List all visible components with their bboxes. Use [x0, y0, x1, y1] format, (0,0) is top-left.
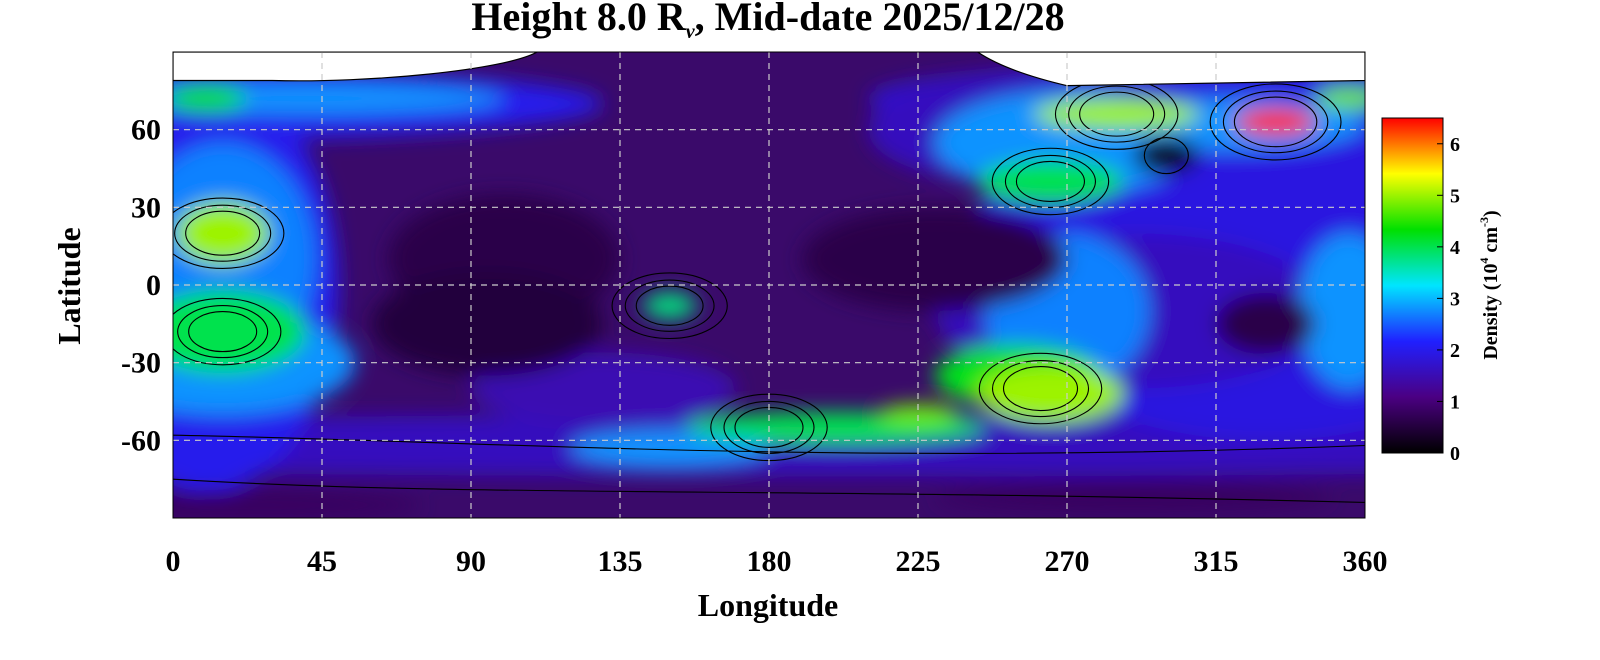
contour-line	[173, 478, 1365, 504]
density-region	[878, 404, 958, 425]
contour-line	[1143, 137, 1189, 175]
y-tick-label: 30	[131, 191, 161, 224]
x-axis-ticks: 0 45 90 135 180 225 270 315 360	[166, 545, 1388, 578]
colorbar-tick-label: 2	[1450, 340, 1460, 362]
contour-line	[635, 285, 704, 326]
title-suffix: , Mid-date 2025/12/28	[695, 0, 1065, 39]
y-tick-label: 60	[131, 114, 161, 147]
contour-line	[173, 297, 282, 366]
contour-line	[177, 305, 269, 359]
x-tick-label: 0	[166, 545, 181, 578]
density-region	[1298, 233, 1365, 389]
density-region	[173, 85, 246, 112]
plot-frame	[172, 51, 1366, 519]
colorbar-tick-label: 4	[1450, 237, 1460, 259]
contour-line	[1222, 90, 1329, 154]
y-tick-label: -30	[121, 347, 161, 380]
density-region	[371, 272, 604, 376]
contour-line	[1079, 91, 1155, 137]
contour-line	[1233, 96, 1318, 148]
x-tick-label: 45	[307, 545, 337, 578]
x-tick-label: 225	[896, 545, 941, 578]
x-tick-label: 270	[1045, 545, 1090, 578]
no-data-region-north-west	[173, 52, 538, 82]
x-tick-label: 315	[1194, 545, 1239, 578]
density-region	[1235, 108, 1316, 135]
colorbar-label: Density (104 cm-3)	[1477, 210, 1502, 359]
density-region	[173, 290, 306, 374]
colorbar-gradient	[1381, 117, 1444, 454]
contour-lines	[173, 78, 1365, 504]
x-axis-label: Longitude	[698, 587, 838, 623]
density-region	[1033, 98, 1200, 130]
title-prefix: Height 8.0 R	[471, 0, 687, 39]
colorbar-tick-label: 0	[1450, 443, 1460, 465]
contour-line	[188, 311, 258, 353]
contour-line	[1068, 85, 1166, 143]
contour-line	[611, 272, 728, 340]
contour-line	[1015, 160, 1085, 202]
contour-line	[173, 434, 1365, 454]
density-region	[1216, 292, 1316, 355]
density-region	[1133, 137, 1200, 174]
density-region	[173, 83, 505, 115]
y-axis-label: Latitude	[51, 227, 87, 344]
contour-line	[978, 352, 1103, 425]
colorbar-tick-label: 3	[1450, 288, 1460, 310]
y-axis-ticks: 60 30 0 -30 -60	[121, 114, 161, 458]
density-region	[977, 160, 1124, 203]
plot-area	[173, 52, 1365, 518]
title-subscript: ν	[686, 21, 696, 43]
colorbar: 0 1 2 3 4 5 6 Density (104 cm-3)	[1381, 117, 1502, 465]
y-tick-label: -60	[121, 424, 161, 457]
x-tick-label: 90	[456, 545, 486, 578]
no-data-region-north-east	[976, 52, 1365, 87]
x-tick-label: 360	[1343, 545, 1388, 578]
x-tick-label: 135	[598, 545, 643, 578]
y-tick-label: 0	[146, 269, 161, 302]
contour-line	[173, 197, 285, 269]
colorbar-tick-label: 1	[1450, 391, 1460, 413]
density-region	[176, 202, 270, 265]
colorbar-tick-label: 5	[1450, 185, 1460, 207]
colorbar-ticks: 0 1 2 3 4 5 6	[1437, 134, 1460, 465]
density-region	[802, 207, 1067, 311]
density-region	[643, 292, 697, 319]
contour-line	[185, 210, 261, 256]
contour-line	[991, 147, 1110, 216]
contour-line	[1004, 154, 1096, 208]
contour-line	[174, 204, 272, 262]
contour-line	[991, 360, 1090, 418]
x-tick-label: 180	[747, 545, 792, 578]
colorbar-tick-label: 6	[1450, 134, 1460, 156]
grid-lines	[173, 52, 1365, 518]
density-region	[977, 365, 1124, 423]
chart-title: Height 8.0 Rν, Mid-date 2025/12/28	[471, 0, 1064, 43]
contour-line	[1002, 366, 1079, 412]
contour-line	[624, 279, 715, 332]
density-region	[173, 489, 422, 518]
density-region	[1315, 88, 1365, 109]
contour-line	[1209, 83, 1342, 161]
